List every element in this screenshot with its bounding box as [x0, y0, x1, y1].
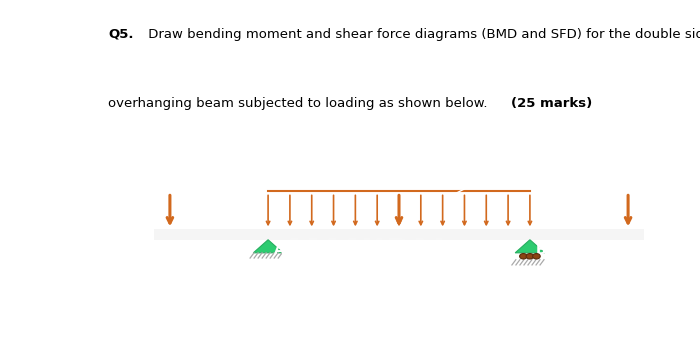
Text: D: D: [393, 243, 405, 257]
Text: Inspired by life: Inspired by life: [229, 273, 321, 286]
Text: 3m: 3m: [210, 303, 228, 313]
Text: 4m: 4m: [325, 303, 342, 313]
Text: 10KN: 10KN: [610, 176, 646, 189]
Text: B: B: [536, 243, 547, 257]
Text: E: E: [623, 243, 633, 257]
Circle shape: [526, 254, 533, 259]
Polygon shape: [515, 240, 545, 253]
Text: 10KN: 10KN: [152, 176, 188, 189]
Text: 3m: 3m: [570, 303, 588, 313]
Text: A: A: [274, 243, 285, 257]
Circle shape: [533, 254, 540, 259]
Text: 4m: 4m: [456, 303, 473, 313]
Text: MANIPAL: MANIPAL: [284, 237, 452, 270]
Text: (25 marks): (25 marks): [511, 97, 592, 110]
Text: Draw bending moment and shear force diagrams (BMD and SFD) for the double side: Draw bending moment and shear force diag…: [144, 28, 700, 41]
Circle shape: [519, 254, 527, 259]
Text: 15KN: 15KN: [382, 176, 416, 189]
Text: C: C: [164, 243, 175, 257]
Text: 4KN/m: 4KN/m: [445, 173, 505, 199]
Text: overhanging beam subjected to loading as shown below.: overhanging beam subjected to loading as…: [108, 97, 488, 110]
FancyBboxPatch shape: [153, 229, 645, 240]
Text: Q5.: Q5.: [108, 28, 134, 41]
Polygon shape: [253, 240, 283, 253]
